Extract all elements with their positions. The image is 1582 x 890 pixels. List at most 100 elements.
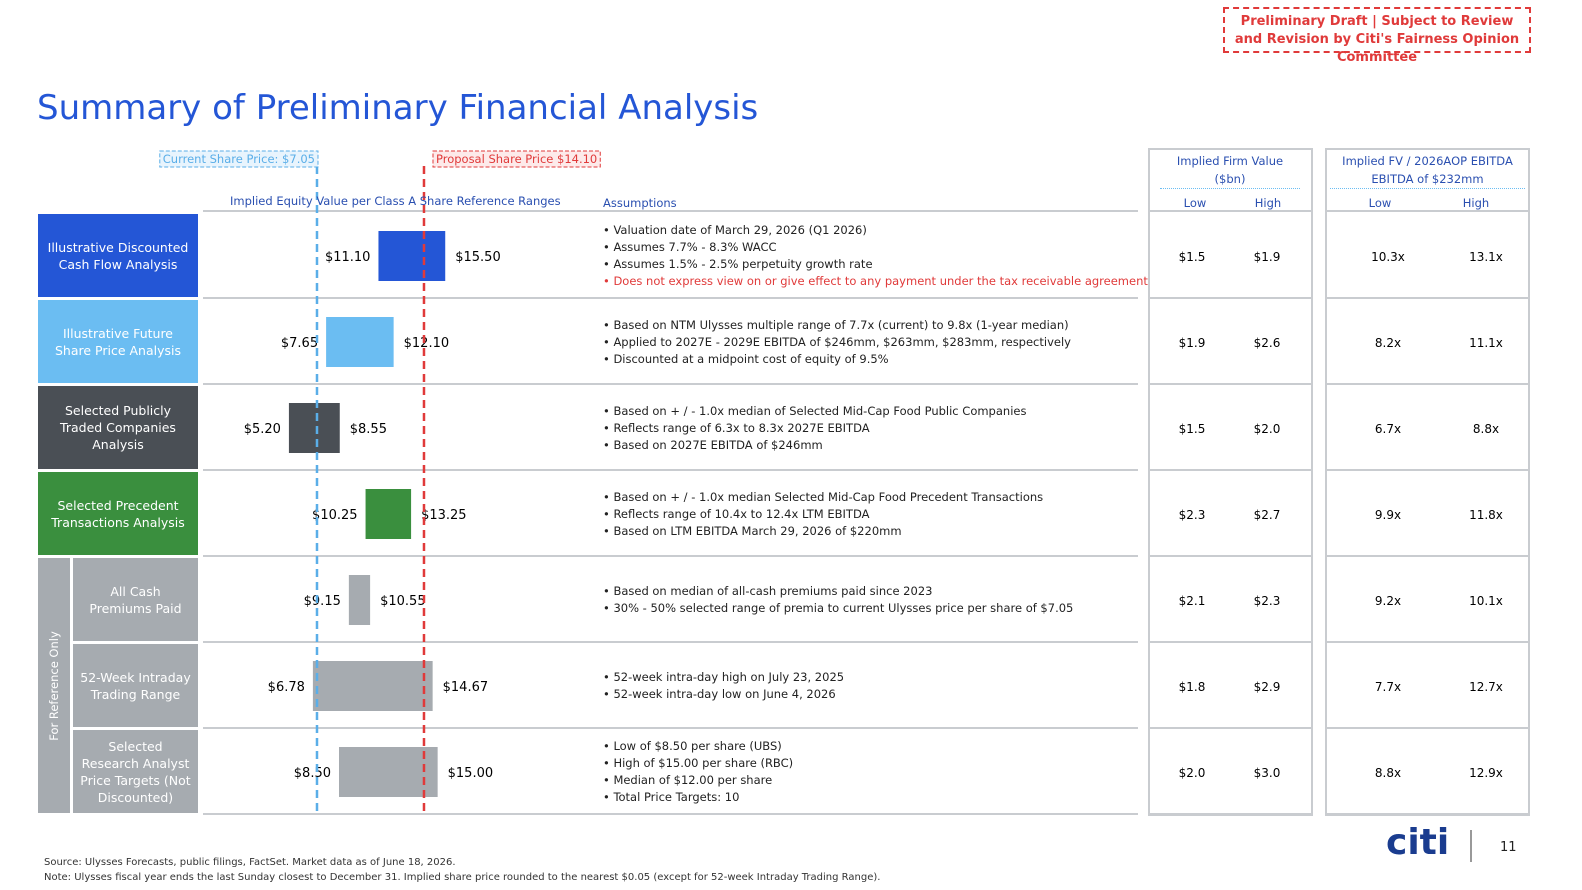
low-label: $6.78	[268, 680, 305, 695]
table-value: 11.1x	[1469, 336, 1503, 350]
assumptions-header: Assumptions	[603, 196, 677, 210]
table-value: $1.5	[1179, 422, 1206, 436]
row-label: Selected Research Analyst Price Targets …	[73, 730, 198, 813]
multiple-header-line: Implied FV / 2026AOP EBITDA	[1342, 154, 1513, 168]
high-label: $13.25	[421, 508, 467, 523]
high-label: $8.55	[350, 422, 387, 437]
table-value: $2.0	[1179, 766, 1206, 780]
table-value: $2.0	[1254, 422, 1281, 436]
table-value: 8.8x	[1473, 422, 1499, 436]
table-value: 11.8x	[1469, 508, 1503, 522]
price-label: Current Share Price: $7.05	[163, 152, 315, 166]
assumption: • Based on LTM EBITDA March 29, 2026 of …	[603, 523, 902, 538]
range-bar	[365, 489, 412, 539]
row-label: 52-Week Intraday Trading Range	[73, 644, 198, 727]
assumptions: • Valuation date of March 29, 2026 (Q1 2…	[603, 213, 1148, 299]
fv-table	[1148, 148, 1313, 816]
table-value: $2.9	[1254, 680, 1281, 694]
note: Note: Ulysses fiscal year ends the last …	[44, 872, 881, 883]
price-label-box	[432, 150, 601, 168]
assumption: • Based on + / - 1.0x median of Selected…	[603, 403, 1027, 418]
low-label: $9.15	[304, 594, 341, 609]
reference-label: For Reference Only	[47, 630, 61, 741]
assumption: • Based on median of all-cash premiums p…	[603, 584, 933, 598]
assumption: • Based on 2027E EBITDA of $246mm	[603, 437, 823, 452]
table-value: $2.1	[1179, 594, 1206, 608]
assumption: • Based on NTM Ulysses multiple range of…	[603, 317, 1069, 332]
low-label: $10.25	[312, 508, 358, 523]
table-value: $2.7	[1254, 508, 1281, 522]
assumption: • High of $15.00 per share (RBC)	[603, 756, 794, 770]
range-bar	[326, 317, 394, 367]
high-header: High	[1462, 196, 1490, 210]
divider	[1470, 830, 1472, 862]
row-label: Illustrative Future Share Price Analysis	[38, 300, 198, 383]
table-value: 10.3x	[1371, 250, 1405, 264]
table-value: $1.9	[1254, 250, 1281, 264]
low-label: $7.65	[281, 336, 318, 351]
assumption: • Does not express view on or give effec…	[603, 274, 1148, 288]
page-number: 11	[1500, 840, 1517, 855]
table-value: $3.0	[1254, 766, 1281, 780]
range-bar	[312, 661, 433, 711]
high-header: High	[1254, 196, 1282, 210]
chart-header: Implied Equity Value per Class A Share R…	[230, 194, 561, 208]
title: Summary of Preliminary Financial Analysi…	[37, 88, 759, 128]
assumption: • 52-week intra-day low on June 4, 2026	[603, 687, 836, 701]
fv-header: Implied Firm Value ($bn)	[1160, 152, 1300, 189]
low-header: Low	[1183, 196, 1207, 210]
draft-note: Preliminary Draft | Subject to Review an…	[1223, 7, 1531, 65]
table-value: $2.3	[1254, 594, 1281, 608]
table-value: 7.7x	[1375, 680, 1401, 694]
source: Source: Ulysses Forecasts, public filing…	[44, 857, 456, 868]
table-value: $1.5	[1179, 250, 1206, 264]
high-label: $14.67	[443, 680, 489, 695]
assumptions: • Based on NTM Ulysses multiple range of…	[603, 299, 1071, 385]
assumption: • Based on + / - 1.0x median Selected Mi…	[603, 489, 1044, 504]
assumption: • Total Price Targets: 10	[603, 790, 740, 804]
price-label: Proposal Share Price $14.10	[436, 152, 597, 166]
table-value: 12.9x	[1469, 766, 1503, 780]
table-value: 10.1x	[1469, 594, 1503, 608]
assumption: • 30% - 50% selected range of premia to …	[603, 601, 1074, 615]
table-value: $1.8	[1179, 680, 1206, 694]
assumption: • Median of $12.00 per share	[603, 773, 773, 787]
low-label: $5.20	[244, 422, 281, 437]
logo: citi	[1386, 822, 1450, 863]
assumption: • Low of $8.50 per share (UBS)	[603, 739, 782, 753]
multiple-header-line: EBITDA of $232mm	[1371, 172, 1484, 186]
assumption: • Discounted at a midpoint cost of equit…	[603, 351, 889, 366]
assumptions: • Based on + / - 1.0x median Selected Mi…	[603, 471, 1043, 557]
table-value: $2.6	[1254, 336, 1281, 350]
range-bar	[288, 403, 340, 453]
table-value: 8.2x	[1375, 336, 1401, 350]
assumption: • Applied to 2027E - 2029E EBITDA of $24…	[603, 334, 1071, 349]
range-bar	[339, 747, 438, 797]
assumptions: • Based on + / - 1.0x median of Selected…	[603, 385, 1026, 471]
assumption: • 52-week intra-day high on July 23, 202…	[603, 670, 845, 684]
table-value: 8.8x	[1375, 766, 1401, 780]
high-label: $15.00	[448, 766, 494, 781]
high-label: $12.10	[404, 336, 450, 351]
row-label: Illustrative Discounted Cash Flow Analys…	[38, 214, 198, 297]
assumption: • Reflects range of 10.4x to 12.4x LTM E…	[603, 506, 870, 521]
assumption: • Assumes 7.7% - 8.3% WACC	[603, 240, 777, 254]
row-label: All Cash Premiums Paid	[73, 558, 198, 641]
row-label: Selected Publicly Traded Companies Analy…	[38, 386, 198, 469]
high-label: $10.55	[380, 594, 426, 609]
reference-group: For Reference Only	[38, 558, 70, 813]
row-label: Selected Precedent Transactions Analysis	[38, 472, 198, 555]
low-label: $8.50	[294, 766, 331, 781]
table-value: 13.1x	[1469, 250, 1503, 264]
assumption: • Valuation date of March 29, 2026 (Q1 2…	[603, 223, 867, 237]
assumption: • Reflects range of 6.3x to 8.3x 2027E E…	[603, 420, 870, 435]
range-bar	[378, 231, 446, 281]
assumptions: • 52-week intra-day high on July 23, 202…	[603, 643, 844, 729]
low-label: $11.10	[325, 250, 371, 265]
table-value: 12.7x	[1469, 680, 1503, 694]
price-label-box	[159, 150, 319, 168]
table-value: $1.9	[1179, 336, 1206, 350]
footer: Source: Ulysses Forecasts, public filing…	[44, 855, 880, 885]
